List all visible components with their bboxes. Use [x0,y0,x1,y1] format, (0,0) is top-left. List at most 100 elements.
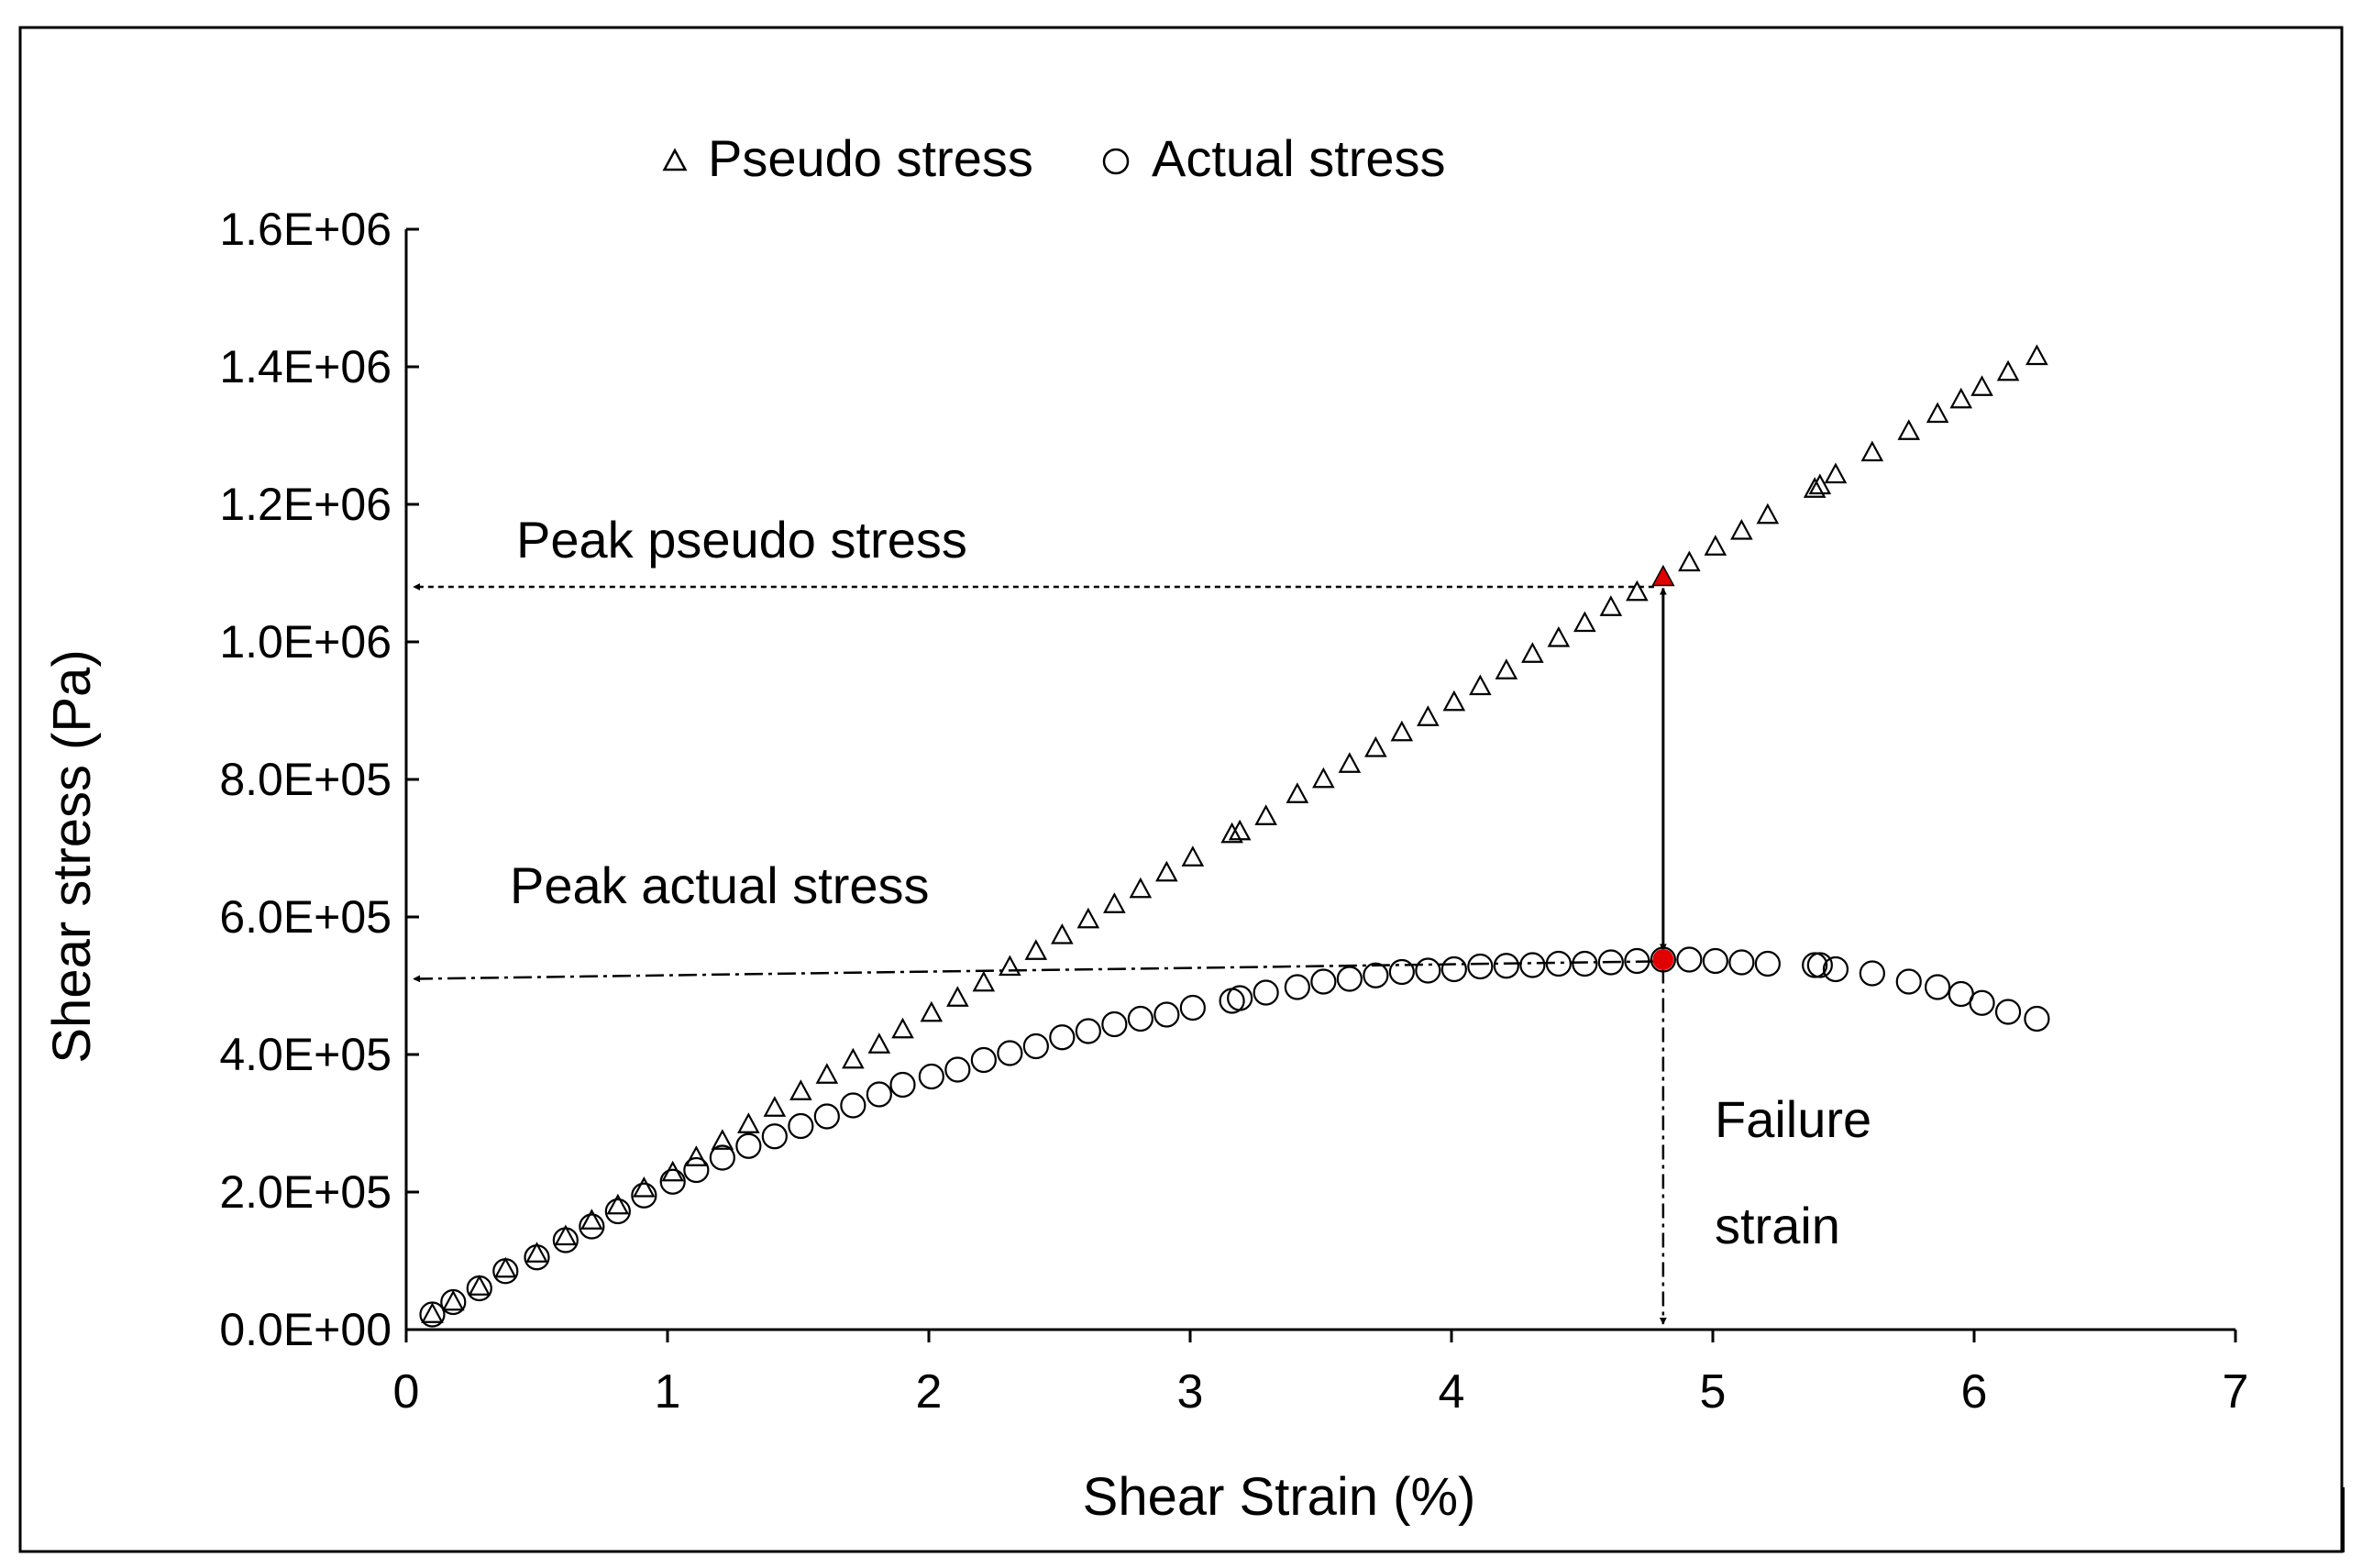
pseudo-stress-point [789,1079,812,1100]
actual-stress-point [1310,968,1337,995]
pseudo-stress-point [1181,845,1205,867]
actual-stress-point [889,1071,916,1099]
pseudo-stress-point [1704,535,1727,556]
pseudo-stress-point [999,955,1021,977]
pseudo-stress-point [2025,344,2048,366]
actual-stress-point [866,1081,892,1108]
failure-strain-label-line1: Failure [1715,1090,1871,1148]
legend: Pseudo stress Actual stress [662,129,1446,187]
x-tick-label: 6 [1961,1365,1988,1419]
pseudo-stress-point [1860,440,1884,462]
pseudo-stress-point [633,1176,656,1198]
pseudo-stress-point [920,1000,944,1022]
actual-stress-point [1597,949,1624,976]
actual-stress-point [1179,994,1206,1021]
pseudo-stress-point [1442,690,1466,712]
pseudo-stress-point [1469,674,1492,696]
pseudo-stress-point [1390,720,1414,742]
actual-stress-point [1388,958,1415,986]
pseudo-stress-point [1808,473,1832,495]
pseudo-stress-point [946,986,969,1007]
pseudo-stress-point [1949,387,1973,409]
actual-stress-point [1227,985,1253,1011]
y-axis-title: Shear stress (Pa) [42,649,102,1063]
actual-stress-point [419,1301,446,1328]
actual-stress-point [1650,946,1676,973]
pseudo-stress-point [606,1193,630,1215]
pseudo-stress-point [1803,477,1827,498]
actual-stress-point [1101,1010,1128,1038]
actual-stress-point [1415,957,1441,984]
pseudo-stress-point [1103,892,1126,913]
x-axis-title: Shear Strain (%) [1083,1467,1476,1527]
pseudo-stress-point [1521,642,1544,663]
pseudo-stress-point [1897,419,1921,440]
actual-stress-point [944,1056,971,1083]
pseudo-stress-point [1495,658,1518,679]
pseudo-stress-point [815,1063,839,1084]
pseudo-stress-point [1756,502,1780,525]
y-tick-label: 0.0E+00 [219,1304,392,1355]
actual-stress-point [997,1040,1023,1066]
pseudo-stress-point [1076,907,1100,929]
pseudo-stress-point [737,1112,760,1133]
actual-stress-point [2024,1005,2050,1032]
y-tick-label: 2.0E+05 [219,1166,392,1218]
y-tick-label: 8.0E+05 [219,754,392,805]
x-tick-label: 5 [1700,1365,1727,1419]
peak-actual-stress-point [1652,949,1674,970]
actual-stress-point [1969,989,1995,1016]
pseudo-stress-point [1599,595,1623,616]
actual-stress-point [1363,962,1389,988]
pseudo-stress-point [1970,375,1993,396]
pseudo-stress-point [1155,860,1178,882]
pseudo-stress-point [1730,518,1753,540]
annotations: Peak pseudo stress Peak actual stress Fa… [413,511,1871,1325]
actual-stress-point [1336,966,1363,992]
actual-stress-point [970,1046,997,1074]
actual-stress-point [1676,946,1703,973]
actual-stress-point [1253,979,1279,1006]
actual-stress-point [709,1144,735,1171]
actual-stress-point [1925,974,1951,1000]
actual-stress-point [1702,947,1728,975]
pseudo-stress-point [891,1017,914,1039]
pseudo-stress-point [1286,782,1309,803]
failure-strain-label-line2: strain [1715,1197,1840,1254]
legend-circle-symbol [1102,148,1130,175]
actual-stress-point [761,1123,788,1150]
x-tick-label: 4 [1439,1365,1465,1419]
series-pseudo-stress [421,344,2048,1323]
actual-stress-point [1493,953,1519,979]
actual-stress-point [813,1103,840,1130]
actual-stress-point [440,1288,467,1316]
y-ticks: 0.0E+00 2.0E+05 4.0E+05 6.0E+05 8.0E+05 … [219,204,419,1355]
actual-stress-point [579,1213,605,1240]
pseudo-stress-point [1824,462,1848,484]
actual-stress-point [1022,1032,1049,1060]
y-tick-label: 6.0E+05 [219,891,392,943]
actual-stress-point [1075,1018,1101,1044]
x-ticks: 0 1 2 3 4 5 6 7 [393,1330,2248,1419]
y-tick-label: 4.0E+05 [219,1029,392,1080]
actual-stress-point [1806,952,1833,978]
actual-stress-point [1467,953,1494,980]
series-actual-stress [419,946,2050,1328]
actual-stress-point [1440,955,1467,983]
actual-stress-point [1153,1001,1180,1028]
pseudo-stress-point [1573,611,1596,633]
peak-highlights [1651,564,1675,970]
y-tick-label: 1.0E+06 [219,616,392,668]
pseudo-stress-point [1129,877,1153,899]
pseudo-stress-point [554,1224,578,1246]
pseudo-stress-point [1364,735,1387,757]
pseudo-stress-point [580,1209,603,1230]
pseudo-stress-point [1417,705,1440,726]
pseudo-stress-point [494,1256,517,1278]
pseudo-stress-point [1228,819,1252,841]
pseudo-stress-point [972,970,996,992]
peak-pseudo-stress-label: Peak pseudo stress [516,511,967,569]
actual-stress-point [1545,950,1572,977]
pseudo-stress-point [1338,752,1362,773]
